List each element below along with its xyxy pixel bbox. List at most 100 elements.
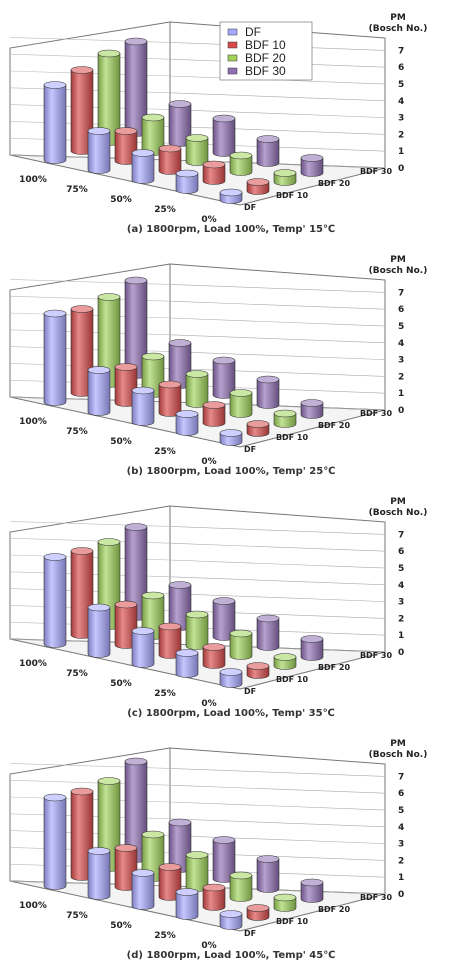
bar-body [256, 858, 280, 893]
bar-top [43, 553, 67, 561]
bar [168, 339, 192, 389]
bar-top [300, 635, 324, 643]
bar-top [114, 600, 138, 609]
bar-top [70, 66, 94, 74]
bar [87, 127, 111, 174]
x-tick-label: 50% [110, 195, 132, 205]
bar [114, 363, 138, 407]
y-tick-label: 6 [398, 305, 404, 315]
legend-label: BDF 30 [245, 64, 286, 78]
bar [300, 635, 324, 661]
gridline [169, 768, 386, 777]
bar-top [202, 401, 226, 409]
bar-top [43, 81, 67, 89]
bar-body [219, 671, 243, 688]
bar [43, 553, 67, 648]
bar-top [212, 356, 236, 365]
y-tick-label: 5 [398, 80, 404, 90]
panel-caption: (b) 1800rpm, Load 100%, Temp' 25℃ [127, 466, 336, 477]
bar-body [229, 392, 253, 418]
bar-top [97, 777, 121, 785]
bar [131, 627, 155, 668]
bar-top [175, 410, 199, 418]
bar-body [43, 313, 67, 406]
bar-top [168, 100, 192, 108]
bar-body [43, 84, 67, 164]
legend-label: DF [245, 25, 261, 39]
bar-body [300, 402, 324, 419]
bar [300, 154, 324, 177]
bar-body [175, 413, 199, 436]
bar-body [256, 379, 280, 409]
y-tick-label: 1 [398, 389, 404, 399]
bar-body [131, 872, 155, 910]
bar-top [97, 293, 121, 301]
bar [158, 380, 182, 417]
y-tick-label: 6 [398, 63, 404, 73]
depth-tick-label: BDF 10 [276, 675, 309, 684]
y-tick-label: 7 [398, 772, 404, 782]
bar [229, 151, 253, 176]
bar [70, 66, 94, 155]
bar-top [185, 134, 209, 142]
panel-caption: (d) 1800rpm, Load 100%, Temp' 45℃ [127, 950, 336, 961]
y-tick-label: 2 [398, 856, 404, 866]
bar [185, 610, 209, 650]
bar-top [229, 151, 253, 160]
bar [219, 429, 243, 446]
bar-top [158, 863, 182, 871]
y-axis-unit: (Bosch No.) [369, 24, 428, 34]
depth-tick-label: BDF 30 [360, 409, 393, 418]
x-tick-label: 100% [19, 175, 47, 185]
depth-tick-label: BDF 10 [276, 191, 309, 200]
bar-top [273, 653, 297, 661]
y-axis-unit: (Bosch No.) [369, 266, 428, 276]
gridline [169, 351, 386, 360]
x-tick-label: 25% [154, 447, 176, 457]
bar-top [219, 429, 243, 437]
bar-top [300, 399, 324, 407]
gridline [169, 818, 386, 828]
x-tick-label: 0% [201, 215, 216, 225]
y-tick-label: 0 [398, 406, 404, 416]
bar-top [300, 878, 324, 887]
y-tick-label: 7 [398, 46, 404, 56]
gridline [169, 300, 386, 310]
bar-body [229, 875, 253, 902]
depth-tick-label: DF [244, 687, 256, 696]
bar [219, 910, 243, 930]
bar-body [175, 891, 199, 920]
bar [273, 653, 297, 670]
y-tick-label: 5 [398, 806, 404, 816]
bar [256, 614, 280, 651]
bar [246, 420, 270, 437]
gridline [169, 526, 386, 535]
bar [168, 818, 192, 873]
bar-body [185, 373, 209, 408]
y-tick-label: 2 [398, 130, 404, 140]
x-tick-label: 100% [19, 901, 47, 911]
depth-tick-label: BDF 30 [360, 893, 393, 902]
bar [219, 188, 243, 204]
bar-top [273, 893, 297, 902]
x-tick-label: 0% [201, 699, 216, 709]
bar-body [300, 157, 324, 177]
y-tick-label: 4 [398, 339, 404, 349]
bar-body [43, 556, 67, 648]
gridline [169, 284, 386, 293]
gridline [169, 610, 386, 619]
bar-top [175, 169, 199, 178]
gridline [169, 109, 386, 118]
bar-top [246, 178, 270, 186]
bar-top [87, 603, 111, 612]
y-tick-label: 1 [398, 147, 404, 157]
y-tick-label: 3 [398, 840, 404, 850]
bar-body [131, 152, 155, 184]
y-tick-label: 2 [398, 372, 404, 382]
depth-tick-label: BDF 30 [360, 167, 393, 176]
bar-top [219, 668, 243, 676]
bar [175, 888, 199, 920]
bar-top [273, 409, 297, 418]
bar-body [256, 618, 280, 651]
